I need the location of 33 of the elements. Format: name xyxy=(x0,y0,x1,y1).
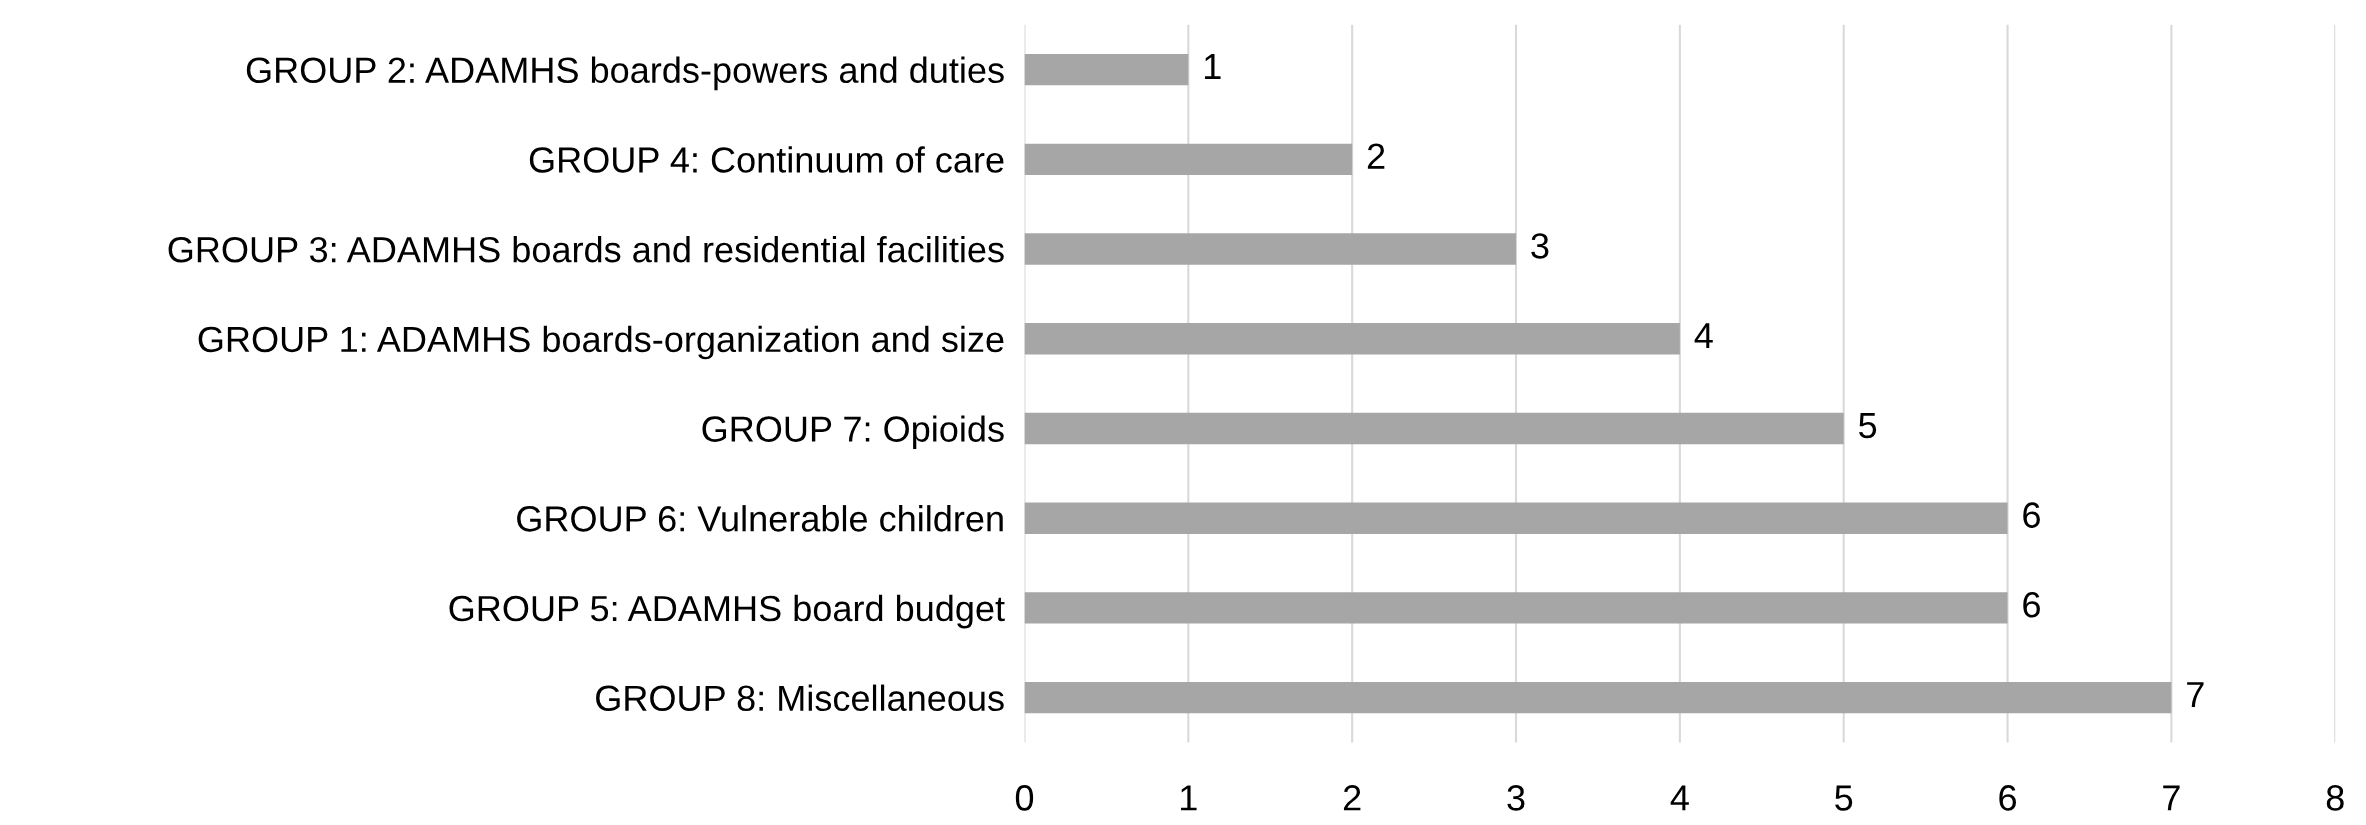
bar xyxy=(1024,323,1680,355)
data-label: 1 xyxy=(1204,54,1221,79)
bar xyxy=(1024,233,1517,265)
x-tick-label: 6 xyxy=(1999,785,2017,811)
bar xyxy=(1024,412,1844,445)
x-tick-label: 0 xyxy=(1015,785,1034,811)
bar xyxy=(1024,143,1353,176)
y-tick-label: GROUP 1: ADAMHS boards-organization and size xyxy=(198,325,1004,360)
x-tick-label: 8 xyxy=(2326,785,2344,811)
data-label: 2 xyxy=(1367,143,1385,169)
y-tick-label: GROUP 7: Opioids xyxy=(702,415,1004,450)
y-tick-label: GROUP 3: ADAMHS boards and residential facilities xyxy=(168,235,1004,263)
data-label: 4 xyxy=(1694,323,1713,349)
y-tick-label: GROUP 2: ADAMHS boards-powers and duties xyxy=(246,56,1004,91)
x-tick-label: 1 xyxy=(1181,785,1197,811)
x-tick-label: 2 xyxy=(1343,785,1361,811)
data-label: 6 xyxy=(2023,592,2040,618)
bar xyxy=(1024,502,2008,534)
data-label: 6 xyxy=(2023,502,2040,528)
bar xyxy=(1024,592,2008,624)
x-tick-label: 5 xyxy=(1835,785,1853,811)
x-tick-label: 4 xyxy=(1670,785,1689,811)
x-tick-label: 7 xyxy=(2163,785,2180,811)
y-tick-label: GROUP 8: Miscellaneous xyxy=(596,684,1004,712)
data-label: 3 xyxy=(1531,233,1549,259)
y-tick-label: GROUP 6: Vulnerable children xyxy=(517,505,1003,532)
bar xyxy=(1024,681,2172,714)
y-tick-label: GROUP 5: ADAMHS board budget xyxy=(449,594,1005,629)
data-label: 5 xyxy=(1859,412,1877,439)
x-tick-label: 3 xyxy=(1507,785,1525,811)
data-label: 7 xyxy=(2187,682,2204,707)
y-tick-label: GROUP 4: Continuum of care xyxy=(529,146,1004,173)
bar xyxy=(1024,53,1189,86)
